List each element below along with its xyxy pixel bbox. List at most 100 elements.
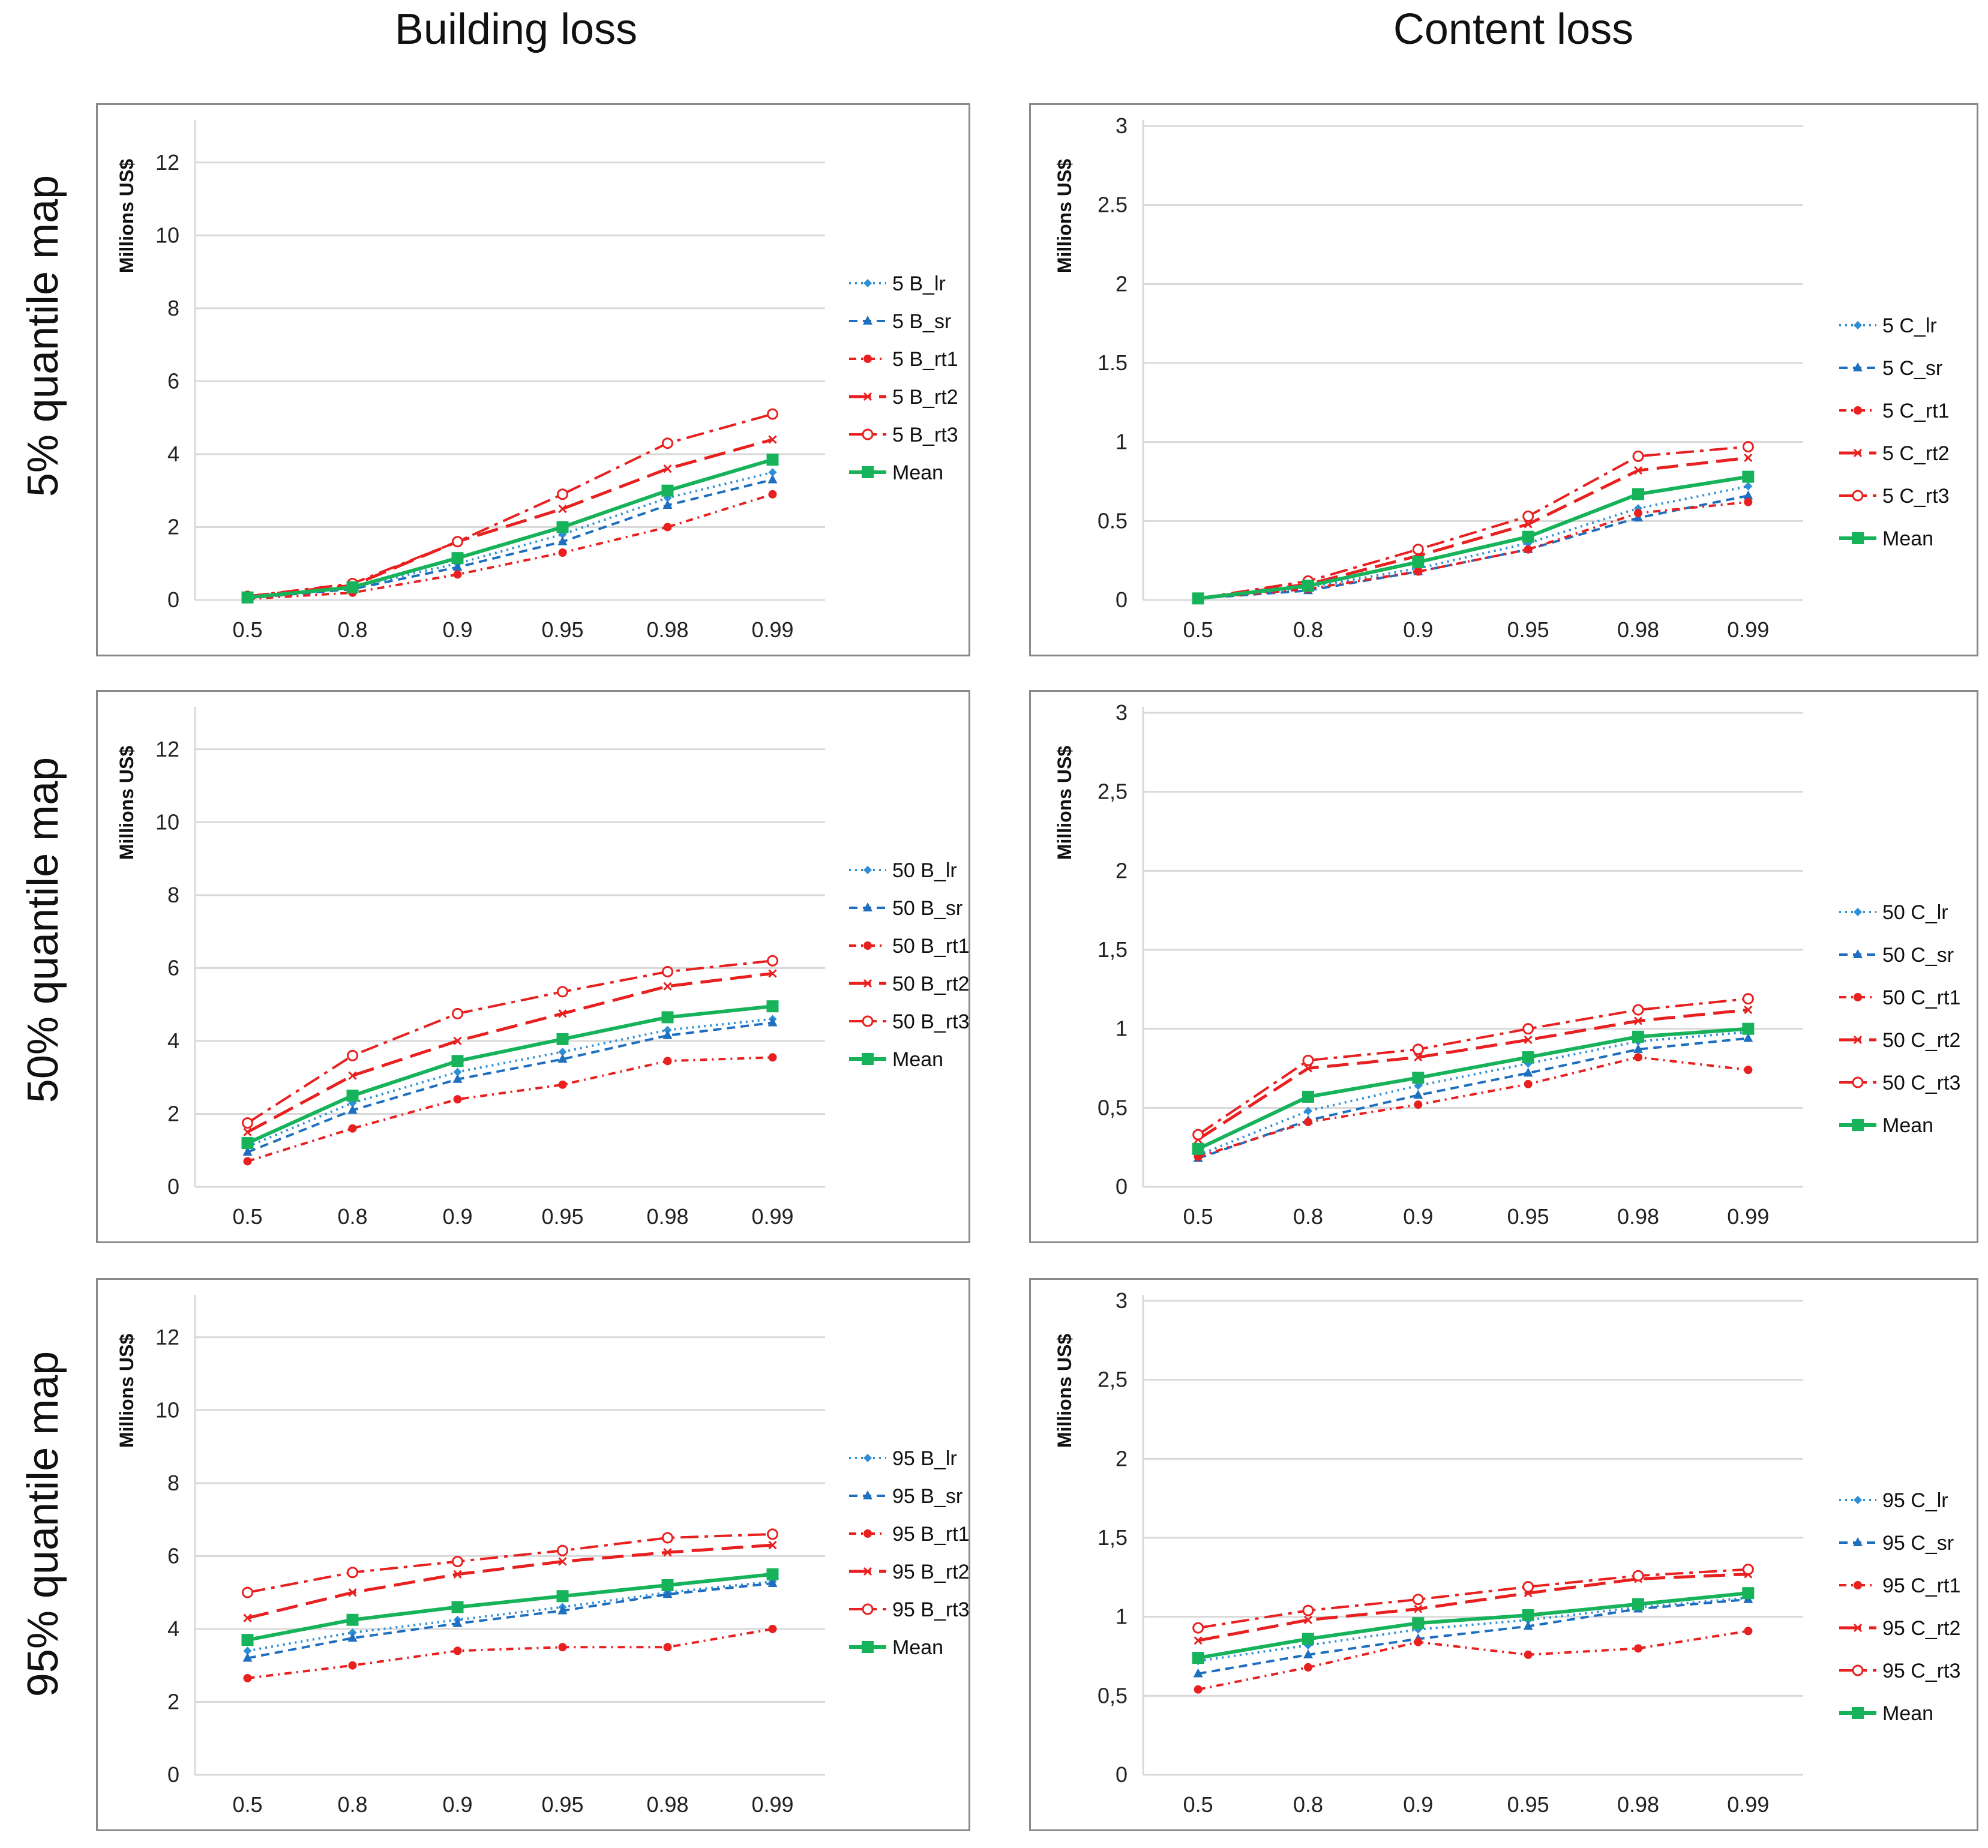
y-tick-label: 1.5	[1098, 350, 1128, 375]
data-point	[1303, 1615, 1313, 1624]
y-axis-label: Millions US$	[116, 1334, 137, 1448]
data-point	[1522, 1609, 1534, 1622]
data-point	[768, 1541, 777, 1550]
data-point	[1194, 1685, 1203, 1694]
y-tick-label: 4	[167, 442, 179, 466]
legend-label: 95 B_rt3	[892, 1598, 970, 1621]
y-tick-label: 2,5	[1098, 1367, 1128, 1392]
x-tick-label: 0.99	[1727, 1204, 1769, 1229]
legend-item: 50 C_rt2	[1839, 1029, 1960, 1052]
chart-panel-content-95: 0 0,5 1 1,5 2 2,5 3 0.5 0.8 0.9 0.95 0.98 0.99 Millio…	[1029, 1278, 1978, 1831]
gridlines	[1143, 712, 1803, 1188]
data-point	[768, 468, 777, 477]
legend-item: 5 C_lr	[1839, 314, 1937, 337]
data-point	[557, 986, 568, 998]
series-rt3	[242, 955, 778, 1129]
data-point	[1303, 1064, 1313, 1073]
series-line	[1197, 1030, 1749, 1157]
data-point	[347, 1049, 358, 1061]
data-point	[1192, 1652, 1204, 1664]
x-tick-label: 0.5	[232, 617, 262, 642]
legend-marker	[863, 941, 872, 950]
series-line	[247, 471, 773, 599]
data-point	[347, 1567, 358, 1579]
legend-marker	[863, 1529, 872, 1538]
y-axis-label: Millions US$	[1054, 746, 1075, 860]
series-line	[1198, 1591, 1749, 1660]
data-point	[662, 1030, 673, 1039]
data-point	[1743, 1033, 1753, 1042]
data-point	[453, 570, 462, 579]
legend-item: 50 B_rt2	[849, 973, 970, 995]
row-title-5: 5% quantile map	[19, 175, 67, 497]
series-rt3	[1192, 1564, 1754, 1634]
series-line	[247, 1543, 773, 1620]
y-tick-label: 3	[1116, 113, 1128, 138]
data-point	[452, 1556, 463, 1567]
legend-marker	[1854, 908, 1862, 916]
series-line	[1197, 997, 1749, 1136]
data-point	[1412, 1594, 1424, 1606]
series-line	[247, 493, 773, 601]
data-point	[558, 1643, 567, 1652]
data-point	[1524, 1079, 1533, 1088]
x-tick-label: 0.95	[541, 617, 583, 642]
data-point	[557, 488, 568, 500]
series-line	[1198, 1630, 1749, 1691]
data-point	[348, 1124, 357, 1133]
data-point	[663, 523, 672, 532]
legend-item: Mean	[1839, 527, 1933, 550]
series-line	[1198, 1573, 1749, 1642]
data-point	[348, 1099, 357, 1108]
data-point	[1522, 1051, 1534, 1064]
y-tick-label: 6	[167, 955, 179, 980]
row-title-95: 95% quantile map	[19, 1351, 67, 1697]
data-point	[346, 1613, 359, 1626]
chart-frame	[1029, 690, 1978, 1243]
legend-item: 5 B_rt3	[849, 424, 958, 446]
y-tick-label: 4	[167, 1616, 179, 1641]
data-point	[661, 1579, 674, 1591]
legend-marker	[862, 1053, 874, 1065]
y-tick-label: 2	[1116, 271, 1128, 296]
series-line	[1197, 1008, 1749, 1141]
y-tick-label: 2	[167, 1101, 179, 1126]
legend-marker	[863, 1454, 872, 1462]
legend-item: 50 C_lr	[1839, 901, 1948, 924]
data-point	[767, 955, 778, 967]
data-point	[766, 1000, 779, 1013]
data-point	[662, 437, 673, 449]
series-line	[247, 1018, 773, 1148]
series-line	[247, 1582, 773, 1660]
y-tick-label: 2,5	[1098, 779, 1128, 804]
y-tick-label: 8	[167, 1471, 179, 1495]
data-point	[1192, 1622, 1204, 1634]
series-mean	[1192, 1022, 1755, 1155]
data-point	[1632, 1570, 1644, 1582]
series-line	[247, 959, 773, 1124]
x-tick-label: 0.95	[1507, 617, 1549, 642]
chart-panel-content-50: 0 0,5 1 1,5 2 2,5 3 0.5 0.8 0.9 0.95 0.98 0.99 Millio…	[1029, 690, 1978, 1243]
chart-panel-building-95: 0 2 4 6 8 10 12 0.5 0.8 0.9 0.95 0.98 0.99 Millions U…	[96, 1278, 970, 1831]
data-point	[558, 1557, 567, 1566]
data-point	[1634, 1053, 1642, 1062]
legend-item: Mean	[849, 461, 943, 484]
data-point	[767, 408, 778, 420]
y-tick-label: 12	[155, 150, 179, 175]
data-point	[1742, 470, 1755, 483]
data-point	[661, 1011, 674, 1024]
x-tick-label: 0.5	[1183, 617, 1213, 642]
legend-item: 95 B_rt2	[849, 1561, 970, 1583]
legend-marker	[863, 866, 872, 874]
legend-label: Mean	[892, 1636, 943, 1659]
legend-marker	[863, 1490, 872, 1499]
legend-marker	[1854, 1581, 1862, 1589]
legend-marker	[863, 1567, 872, 1576]
data-point	[663, 1025, 672, 1034]
data-point	[1412, 544, 1424, 556]
data-point	[767, 1577, 778, 1587]
data-point	[1742, 1022, 1755, 1035]
y-tick-label: 0	[167, 1174, 179, 1199]
chart-frame	[96, 103, 970, 656]
legend-item: 50 B_rt1	[849, 935, 970, 958]
